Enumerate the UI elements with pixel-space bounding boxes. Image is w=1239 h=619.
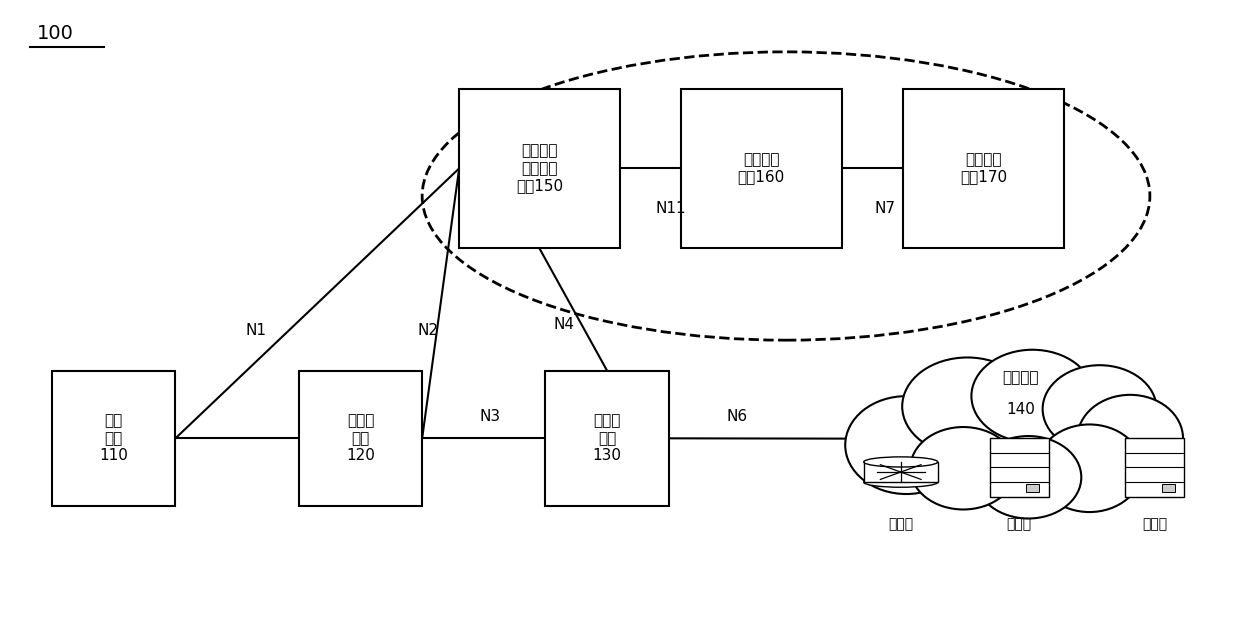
Text: 服务器: 服务器 xyxy=(1006,517,1032,531)
Ellipse shape xyxy=(1043,365,1156,453)
Text: 数据网络: 数据网络 xyxy=(1002,371,1038,386)
FancyBboxPatch shape xyxy=(52,371,176,506)
Ellipse shape xyxy=(971,350,1094,443)
Text: 用户面
功能
130: 用户面 功能 130 xyxy=(592,413,622,463)
Ellipse shape xyxy=(845,396,968,494)
Text: 策略控制
功能170: 策略控制 功能170 xyxy=(960,152,1007,184)
Text: 100: 100 xyxy=(37,24,74,43)
Text: N4: N4 xyxy=(554,318,575,332)
Text: N1: N1 xyxy=(245,324,266,339)
FancyBboxPatch shape xyxy=(864,462,938,482)
Text: N6: N6 xyxy=(726,409,747,425)
Text: N3: N3 xyxy=(479,409,501,425)
FancyBboxPatch shape xyxy=(299,371,422,506)
FancyBboxPatch shape xyxy=(460,89,620,248)
Ellipse shape xyxy=(864,477,938,487)
FancyBboxPatch shape xyxy=(903,89,1063,248)
Ellipse shape xyxy=(911,427,1016,509)
Text: N11: N11 xyxy=(655,201,686,216)
Text: 会话管理
功能160: 会话管理 功能160 xyxy=(737,152,786,184)
Text: N7: N7 xyxy=(875,201,896,216)
Text: 路由器: 路由器 xyxy=(888,517,913,531)
Text: 接入网
设备
120: 接入网 设备 120 xyxy=(346,413,375,463)
Text: 服务器: 服务器 xyxy=(1142,517,1167,531)
Text: 140: 140 xyxy=(1006,402,1035,417)
Ellipse shape xyxy=(864,457,938,467)
Text: 终端
设备
110: 终端 设备 110 xyxy=(99,413,128,463)
FancyBboxPatch shape xyxy=(1026,484,1040,492)
Text: 接入和移
动性管理
功能150: 接入和移 动性管理 功能150 xyxy=(515,144,563,193)
FancyBboxPatch shape xyxy=(990,438,1048,496)
Text: N2: N2 xyxy=(418,324,439,339)
FancyBboxPatch shape xyxy=(545,371,669,506)
Ellipse shape xyxy=(1037,425,1142,512)
Ellipse shape xyxy=(1077,395,1183,482)
Ellipse shape xyxy=(975,436,1082,519)
FancyBboxPatch shape xyxy=(1125,438,1184,496)
FancyBboxPatch shape xyxy=(681,89,841,248)
Ellipse shape xyxy=(902,357,1032,456)
FancyBboxPatch shape xyxy=(1162,484,1175,492)
